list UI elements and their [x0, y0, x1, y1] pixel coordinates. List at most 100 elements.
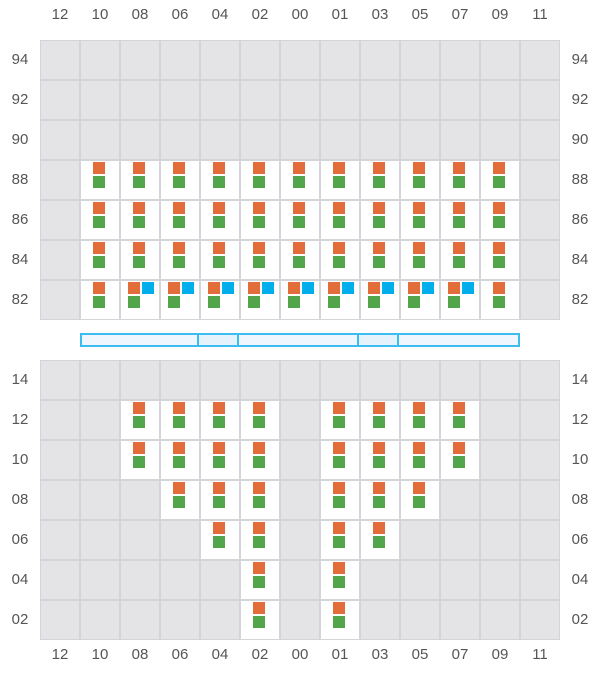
slot-86-10[interactable]	[80, 200, 120, 240]
slot-08-01[interactable]	[320, 480, 360, 520]
green-marker	[293, 216, 305, 228]
slot-08-03[interactable]	[360, 480, 400, 520]
slot-86-09[interactable]	[480, 200, 520, 240]
slot-12-04[interactable]	[200, 400, 240, 440]
slot-84-03[interactable]	[360, 240, 400, 280]
slot-84-05[interactable]	[400, 240, 440, 280]
slot-90-01	[320, 120, 360, 160]
slot-10-05[interactable]	[400, 440, 440, 480]
slot-84-00[interactable]	[280, 240, 320, 280]
slot-08-02[interactable]	[240, 480, 280, 520]
green-marker	[133, 416, 145, 428]
slot-10-04[interactable]	[200, 440, 240, 480]
slot-86-01[interactable]	[320, 200, 360, 240]
slot-88-11	[520, 160, 560, 200]
slot-10-01[interactable]	[320, 440, 360, 480]
slot-94-02	[240, 40, 280, 80]
slot-88-09[interactable]	[480, 160, 520, 200]
slot-82-03[interactable]	[360, 280, 400, 320]
slot-02-01[interactable]	[320, 600, 360, 640]
slot-08-06[interactable]	[160, 480, 200, 520]
slot-06-02[interactable]	[240, 520, 280, 560]
slot-82-08[interactable]	[120, 280, 160, 320]
green-marker	[333, 576, 345, 588]
blue-marker	[142, 282, 154, 294]
slot-84-04[interactable]	[200, 240, 240, 280]
slot-10-03[interactable]	[360, 440, 400, 480]
slot-86-04[interactable]	[200, 200, 240, 240]
orange-marker	[133, 442, 145, 454]
slot-82-09[interactable]	[480, 280, 520, 320]
slot-88-10[interactable]	[80, 160, 120, 200]
slot-04-01[interactable]	[320, 560, 360, 600]
slot-84-10[interactable]	[80, 240, 120, 280]
slot-86-05[interactable]	[400, 200, 440, 240]
green-marker	[333, 416, 345, 428]
slot-12-05[interactable]	[400, 400, 440, 440]
orange-marker	[493, 162, 505, 174]
slot-82-07[interactable]	[440, 280, 480, 320]
slot-12-11	[520, 400, 560, 440]
slot-84-07[interactable]	[440, 240, 480, 280]
slot-88-03[interactable]	[360, 160, 400, 200]
slot-04-07	[440, 560, 480, 600]
slot-12-07[interactable]	[440, 400, 480, 440]
slot-84-09[interactable]	[480, 240, 520, 280]
slot-84-06[interactable]	[160, 240, 200, 280]
slot-82-05[interactable]	[400, 280, 440, 320]
orange-marker	[373, 162, 385, 174]
slot-86-07[interactable]	[440, 200, 480, 240]
slot-86-08[interactable]	[120, 200, 160, 240]
slot-12-06[interactable]	[160, 400, 200, 440]
orange-marker	[213, 242, 225, 254]
slot-82-12	[40, 280, 80, 320]
slot-10-08[interactable]	[120, 440, 160, 480]
slot-88-01[interactable]	[320, 160, 360, 200]
green-marker	[448, 296, 460, 308]
slot-12-03[interactable]	[360, 400, 400, 440]
orange-marker	[213, 522, 225, 534]
green-marker	[453, 216, 465, 228]
slot-88-07[interactable]	[440, 160, 480, 200]
slot-86-02[interactable]	[240, 200, 280, 240]
row-label-left: 02	[11, 611, 29, 628]
slot-10-07[interactable]	[440, 440, 480, 480]
green-marker	[453, 416, 465, 428]
row-label-left: 10	[11, 451, 29, 468]
slot-82-01[interactable]	[320, 280, 360, 320]
slot-88-00[interactable]	[280, 160, 320, 200]
slot-86-06[interactable]	[160, 200, 200, 240]
slot-88-02[interactable]	[240, 160, 280, 200]
slot-84-01[interactable]	[320, 240, 360, 280]
slot-88-08[interactable]	[120, 160, 160, 200]
slot-06-01[interactable]	[320, 520, 360, 560]
slot-82-10[interactable]	[80, 280, 120, 320]
slot-10-02[interactable]	[240, 440, 280, 480]
slot-82-06[interactable]	[160, 280, 200, 320]
slot-82-00[interactable]	[280, 280, 320, 320]
slot-84-08[interactable]	[120, 240, 160, 280]
slot-88-06[interactable]	[160, 160, 200, 200]
slot-90-07	[440, 120, 480, 160]
slot-88-05[interactable]	[400, 160, 440, 200]
slot-06-04[interactable]	[200, 520, 240, 560]
slot-08-04[interactable]	[200, 480, 240, 520]
column-label: 08	[131, 646, 149, 663]
slot-86-03[interactable]	[360, 200, 400, 240]
slot-06-03[interactable]	[360, 520, 400, 560]
slot-12-08[interactable]	[120, 400, 160, 440]
slot-84-02[interactable]	[240, 240, 280, 280]
green-marker	[173, 456, 185, 468]
slot-12-01[interactable]	[320, 400, 360, 440]
slot-04-02[interactable]	[240, 560, 280, 600]
slot-12-02[interactable]	[240, 400, 280, 440]
slot-02-02[interactable]	[240, 600, 280, 640]
slot-86-00[interactable]	[280, 200, 320, 240]
slot-88-04[interactable]	[200, 160, 240, 200]
slot-82-04[interactable]	[200, 280, 240, 320]
slot-10-06[interactable]	[160, 440, 200, 480]
slot-94-01	[320, 40, 360, 80]
slot-08-05[interactable]	[400, 480, 440, 520]
orange-marker	[413, 482, 425, 494]
slot-82-02[interactable]	[240, 280, 280, 320]
